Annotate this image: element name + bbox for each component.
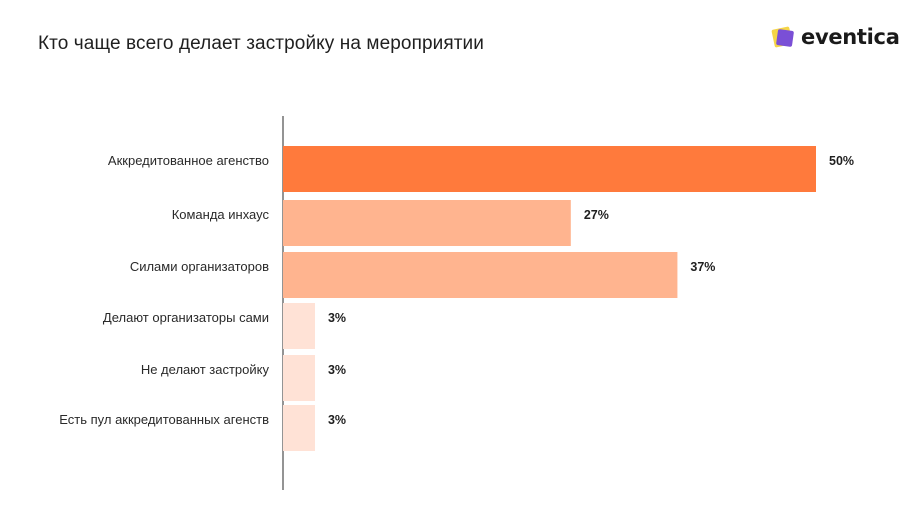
value-label: 50% [829, 154, 854, 168]
category-label: Аккредитованное агенство [108, 153, 269, 168]
eventica-logo-icon [771, 26, 794, 48]
category-label: Не делают застройку [141, 362, 270, 377]
bar [283, 405, 315, 451]
bar [283, 303, 315, 349]
category-label: Силами организаторов [130, 259, 269, 274]
logo-text: eventica [801, 25, 900, 49]
category-label: Есть пул аккредитованных агенств [59, 412, 269, 427]
value-label: 3% [328, 363, 346, 377]
chart-title: Кто чаще всего делает застройку на мероп… [38, 33, 484, 54]
value-label: 27% [584, 208, 609, 222]
value-label: 3% [328, 311, 346, 325]
bar [283, 146, 816, 192]
category-label: Команда инхаус [172, 207, 270, 222]
value-label: 37% [690, 260, 715, 274]
bar [283, 200, 571, 246]
bar [283, 355, 315, 401]
logo-purple-square [776, 29, 794, 47]
value-label: 3% [328, 413, 346, 427]
bars-group: Аккредитованное агенство 50% Команда инхау… [59, 146, 854, 451]
eventica-logo: eventica [771, 24, 900, 50]
category-label: Делают организаторы сами [103, 310, 269, 325]
bar [283, 252, 678, 298]
